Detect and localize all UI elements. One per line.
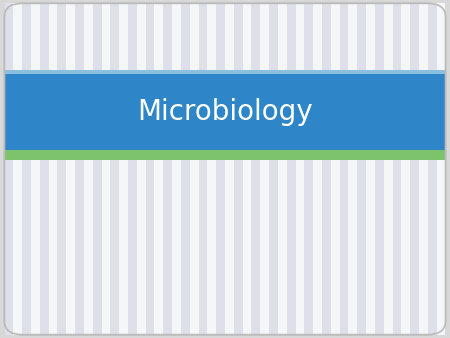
Bar xyxy=(58,3,66,335)
Bar xyxy=(93,3,102,335)
Bar xyxy=(119,3,128,335)
Bar xyxy=(304,3,313,335)
Bar xyxy=(4,74,446,150)
Bar xyxy=(278,3,287,335)
Bar xyxy=(436,3,446,335)
Bar xyxy=(225,3,234,335)
Bar xyxy=(313,3,322,335)
Bar xyxy=(137,3,146,335)
FancyBboxPatch shape xyxy=(4,3,446,335)
Bar xyxy=(357,3,366,335)
Bar xyxy=(401,3,410,335)
Bar xyxy=(110,3,119,335)
Bar xyxy=(84,3,93,335)
Bar xyxy=(4,3,13,335)
Bar xyxy=(392,3,401,335)
Bar xyxy=(419,3,428,335)
Bar xyxy=(410,3,419,335)
Bar xyxy=(102,3,110,335)
Bar xyxy=(207,3,216,335)
Bar xyxy=(243,3,252,335)
Bar xyxy=(269,3,278,335)
Bar xyxy=(181,3,190,335)
Bar xyxy=(322,3,331,335)
Bar xyxy=(260,3,269,335)
Bar xyxy=(66,3,75,335)
Bar xyxy=(14,3,22,335)
Bar xyxy=(287,3,296,335)
Bar xyxy=(146,3,154,335)
Bar xyxy=(172,3,181,335)
Bar xyxy=(428,3,436,335)
Bar xyxy=(4,150,446,160)
Bar xyxy=(40,3,49,335)
Bar xyxy=(375,3,384,335)
Text: Microbiology: Microbiology xyxy=(137,98,313,126)
Bar xyxy=(252,3,260,335)
Bar xyxy=(49,3,58,335)
Bar xyxy=(31,3,40,335)
Bar xyxy=(154,3,163,335)
Bar xyxy=(198,3,207,335)
Bar xyxy=(366,3,375,335)
Bar xyxy=(296,3,304,335)
Bar xyxy=(348,3,357,335)
Bar xyxy=(190,3,198,335)
Bar xyxy=(75,3,84,335)
Bar xyxy=(331,3,340,335)
Bar xyxy=(340,3,348,335)
Bar xyxy=(163,3,172,335)
Bar xyxy=(4,70,446,74)
Bar xyxy=(384,3,392,335)
Bar xyxy=(128,3,137,335)
Bar xyxy=(234,3,243,335)
Bar xyxy=(22,3,31,335)
Bar xyxy=(216,3,225,335)
